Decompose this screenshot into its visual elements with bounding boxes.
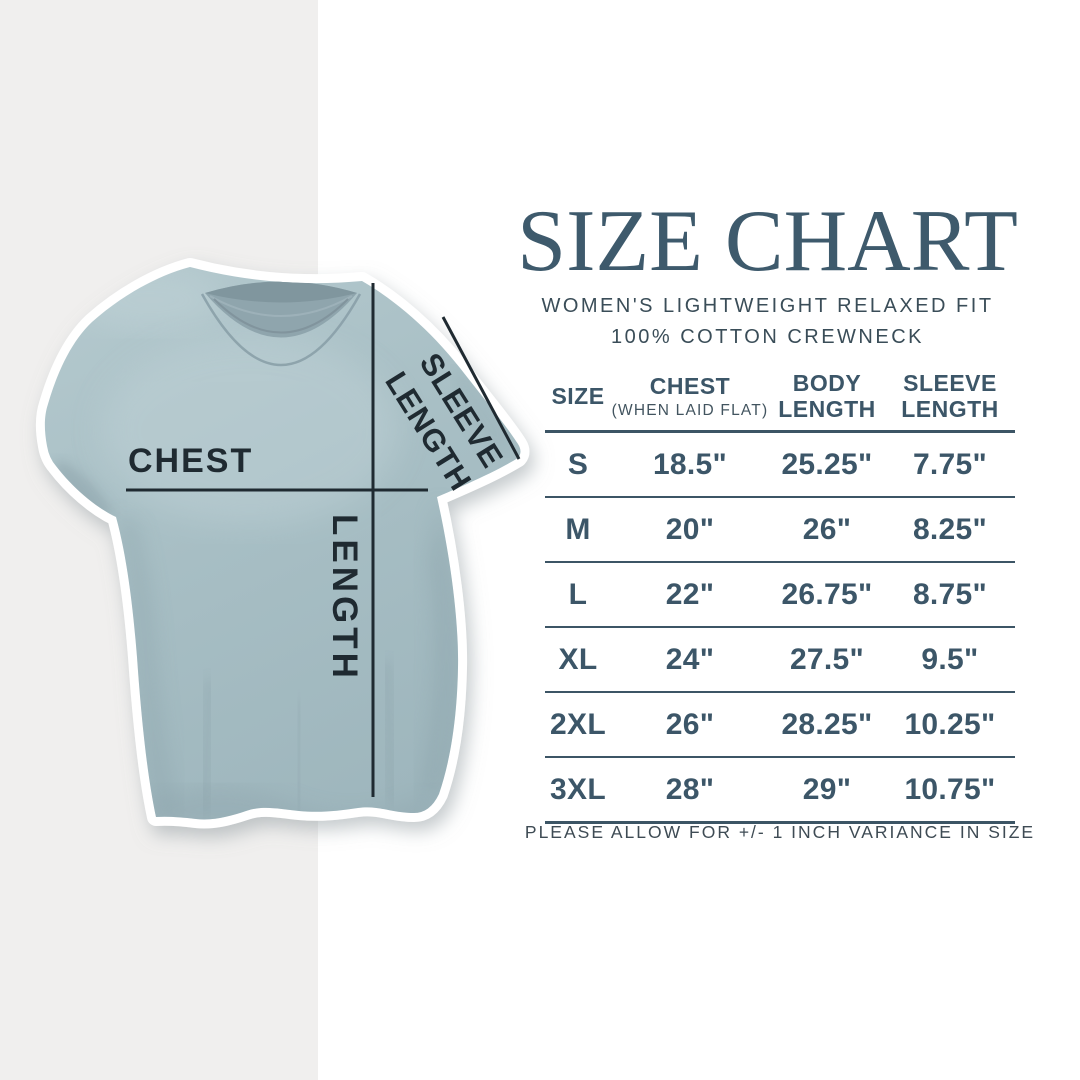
body-length-cell: 29" — [802, 772, 852, 806]
table-row: M 20" 26" 8.25" — [545, 498, 1015, 563]
table-row: L 22" 26.75" 8.75" — [545, 563, 1015, 628]
sleeve-length-cell: 8.25" — [912, 512, 988, 546]
chest-cell: 18.5" — [652, 447, 728, 481]
chest-cell: 22" — [665, 577, 715, 611]
col-header-sleeve-length: SLEEVE LENGTH — [885, 370, 1015, 422]
chest-label: CHEST — [128, 442, 254, 480]
measurement-lines — [126, 283, 521, 797]
chest-cell: 28" — [665, 772, 715, 806]
variance-note: PLEASE ALLOW FOR +/- 1 INCH VARIANCE IN … — [524, 822, 1036, 842]
size-cell: 3XL — [550, 772, 606, 806]
table-row: S 18.5" 25.25" 7.75" — [545, 433, 1015, 498]
body-length-cell: 26.75" — [781, 577, 873, 611]
col-header-chest-label: CHEST — [649, 372, 731, 399]
sleeve-length-cell: 10.25" — [904, 707, 996, 741]
size-cell: XL — [558, 642, 598, 676]
sleeve-length-cell: 10.75" — [904, 772, 996, 806]
sleeve-length-cell: 8.75" — [912, 577, 988, 611]
body-length-cell: 25.25" — [781, 447, 873, 481]
body-length-cell: 28.25" — [781, 707, 873, 741]
col-header-size-label: SIZE — [551, 383, 605, 409]
size-cell: S — [567, 447, 589, 481]
col-header-sleeve-length-label: SLEEVE LENGTH — [901, 370, 999, 422]
chest-cell: 20" — [665, 512, 715, 546]
sleeve-length-cell: 7.75" — [912, 447, 988, 481]
table-row: 3XL 28" 29" 10.75" — [545, 758, 1015, 824]
page-title: SIZE CHART — [517, 193, 1018, 290]
size-cell: L — [568, 577, 588, 611]
body-length-cell: 26" — [802, 512, 852, 546]
length-label: LENGTH — [325, 514, 364, 682]
body-length-cell: 27.5" — [789, 642, 865, 676]
size-cell: 2XL — [550, 707, 606, 741]
col-header-size: SIZE — [545, 383, 611, 409]
sleeve-length-cell: 9.5" — [921, 642, 979, 676]
size-cell: M — [565, 512, 591, 546]
size-table: SIZE CHEST (WHEN LAID FLAT) BODY LENGTH … — [545, 362, 1015, 824]
table-row: XL 24" 27.5" 9.5" — [545, 628, 1015, 693]
table-header-row: SIZE CHEST (WHEN LAID FLAT) BODY LENGTH … — [545, 362, 1015, 433]
subtitle-line2: 100% COTTON CREWNECK — [610, 326, 924, 348]
chest-cell: 26" — [665, 707, 715, 741]
table-row: 2XL 26" 28.25" 10.25" — [545, 693, 1015, 758]
col-header-chest: CHEST (WHEN LAID FLAT) — [611, 373, 769, 420]
col-header-body-length-label: BODY LENGTH — [778, 370, 876, 422]
collar — [200, 281, 362, 367]
col-header-chest-sub: (WHEN LAID FLAT) — [611, 401, 769, 419]
subtitle-line1: WOMEN'S LIGHTWEIGHT RELAXED FIT — [541, 295, 994, 317]
chest-cell: 24" — [665, 642, 715, 676]
col-header-body-length: BODY LENGTH — [769, 370, 885, 422]
sleeve-measure-line — [441, 316, 521, 460]
